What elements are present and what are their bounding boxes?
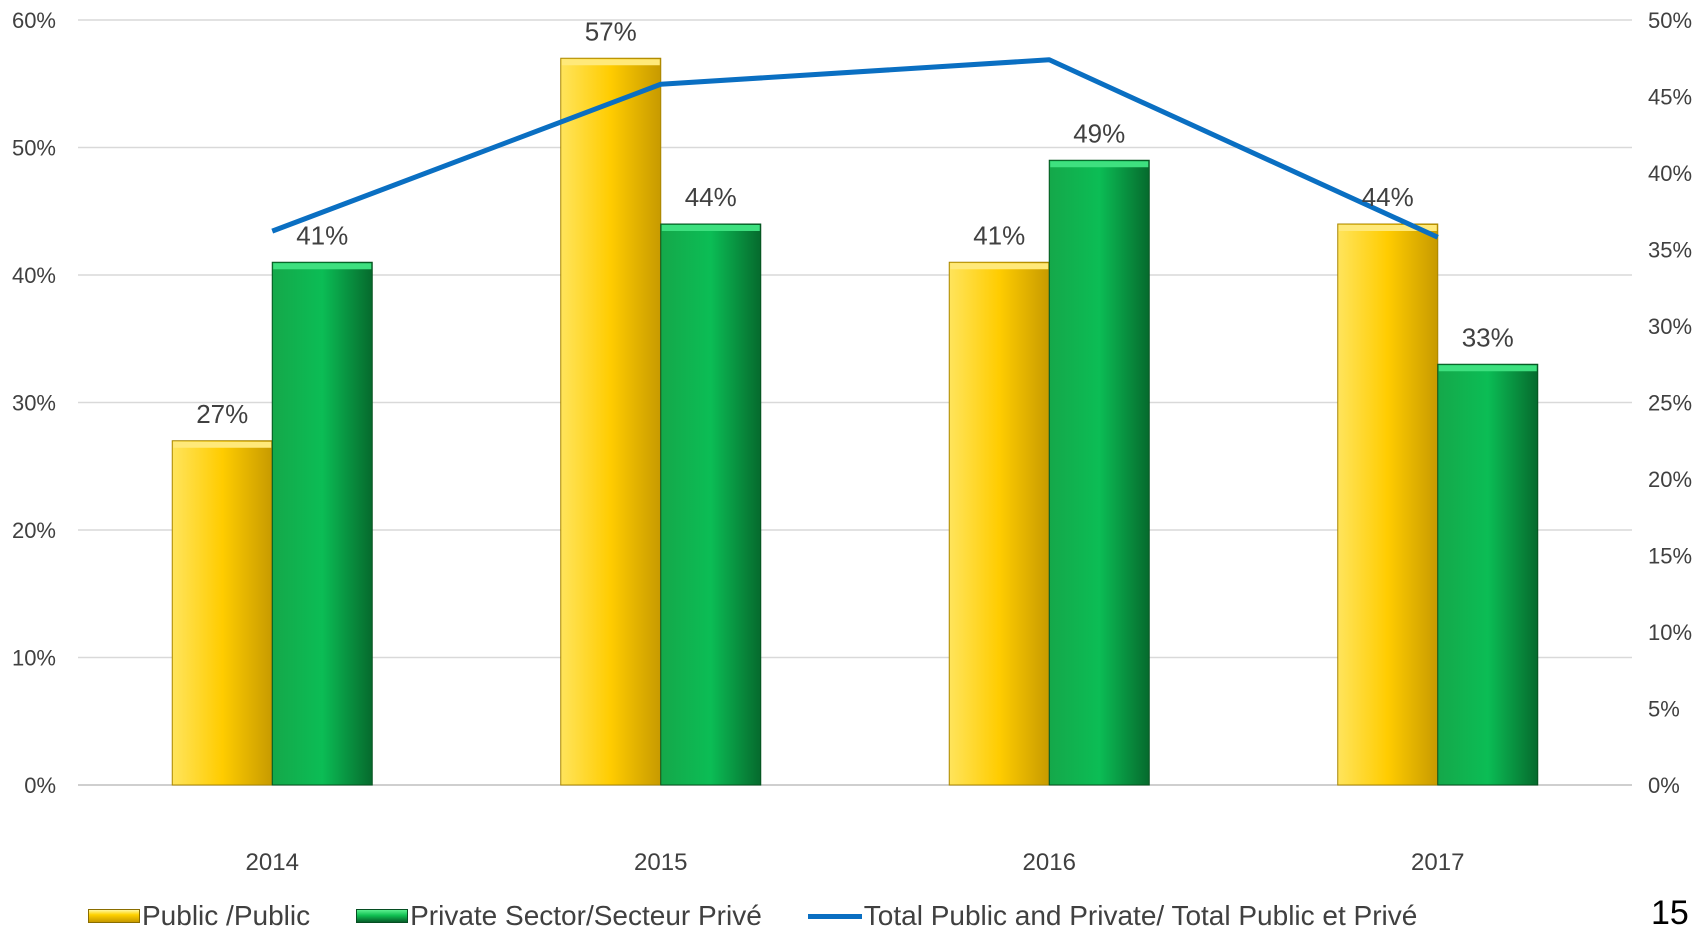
y-right-tick-label: 20% (1648, 467, 1692, 492)
y-left-tick-label: 20% (12, 518, 56, 543)
data-label: 57% (585, 16, 637, 46)
bar-private-top (661, 225, 760, 231)
y-left-tick-label: 30% (12, 391, 56, 416)
axes: 0% 10% 20% 30% 40% 50% 60% 0% 5% 10% 15% 20% 25% 30% 3… (12, 8, 1692, 876)
y-left-tick-label: 40% (12, 263, 56, 288)
legend-item-private: Private Sector/Secteur Privé (356, 900, 762, 932)
x-tick-label: 2015 (634, 849, 687, 876)
data-label: 49% (1073, 118, 1125, 148)
y-right-tick-label: 10% (1648, 620, 1692, 645)
bar-private-top (273, 263, 372, 270)
x-tick-label: 2017 (1411, 849, 1464, 876)
x-tick-label: 2014 (246, 849, 299, 876)
data-label: 41% (296, 220, 348, 250)
bar-public-top (1338, 225, 1437, 231)
bar-public (171, 440, 273, 786)
bar-private-top (1438, 365, 1537, 372)
y-left-tick-label: 0% (24, 773, 56, 798)
y-right-tick-label: 5% (1648, 697, 1680, 722)
y-left-tick-label: 10% (12, 646, 56, 671)
bar-public (1337, 223, 1439, 786)
y-right-tick-label: 40% (1648, 161, 1692, 186)
bar-public-top (950, 263, 1049, 270)
y-right-tick-label: 35% (1648, 238, 1692, 263)
y-right-tick-label: 15% (1648, 544, 1692, 569)
legend-item-public: Public /Public (88, 900, 310, 932)
bars (171, 57, 1539, 786)
y-left-tick-label: 50% (12, 136, 56, 161)
total-series-line (271, 57, 1439, 240)
bar-private (271, 261, 373, 786)
y-right-tick-label: 30% (1648, 314, 1692, 339)
legend-item-total: Total Public and Private/ Total Public e… (807, 900, 1418, 932)
legend-swatch-public (88, 909, 140, 923)
y-right-tick-label: 0% (1648, 773, 1680, 798)
bar-public-top (561, 59, 660, 66)
legend-label-private: Private Sector/Secteur Privé (410, 900, 762, 931)
y-right-tick-label: 45% (1648, 85, 1692, 110)
y-left-tick-label: 60% (12, 8, 56, 33)
y-right-tick-label: 50% (1648, 8, 1692, 33)
x-tick-label: 2016 (1023, 849, 1076, 876)
y-right-tick-label: 25% (1648, 391, 1692, 416)
bar-private (660, 223, 762, 786)
combo-chart: 27% 57% 41% 44% 41% 44% 49% 33% 0% 10% 20% 30% 40% 5… (12, 8, 1692, 876)
bar-private (1048, 159, 1150, 786)
legend-swatch-private (356, 909, 409, 923)
bar-public (948, 261, 1050, 786)
page-number: 15 (1651, 894, 1689, 932)
bar-public (560, 57, 662, 786)
legend-label-public: Public /Public (142, 900, 311, 931)
legend-label-total: Total Public and Private/ Total Public e… (863, 900, 1418, 931)
total-line (271, 57, 1439, 240)
legend: Public /Public Private Sector/Secteur Pr… (88, 898, 1463, 934)
data-label: 44% (685, 182, 737, 212)
data-labels: 27% 57% 41% 44% 41% 44% 49% 33% (196, 16, 1514, 429)
bar-public-top (173, 441, 272, 448)
data-label: 41% (973, 220, 1025, 250)
data-label: 33% (1462, 322, 1514, 352)
bar-private-top (1050, 161, 1149, 168)
data-label: 44% (1362, 182, 1414, 212)
bar-private (1437, 363, 1539, 786)
data-label: 27% (196, 399, 248, 429)
legend-swatch-total (807, 913, 862, 919)
